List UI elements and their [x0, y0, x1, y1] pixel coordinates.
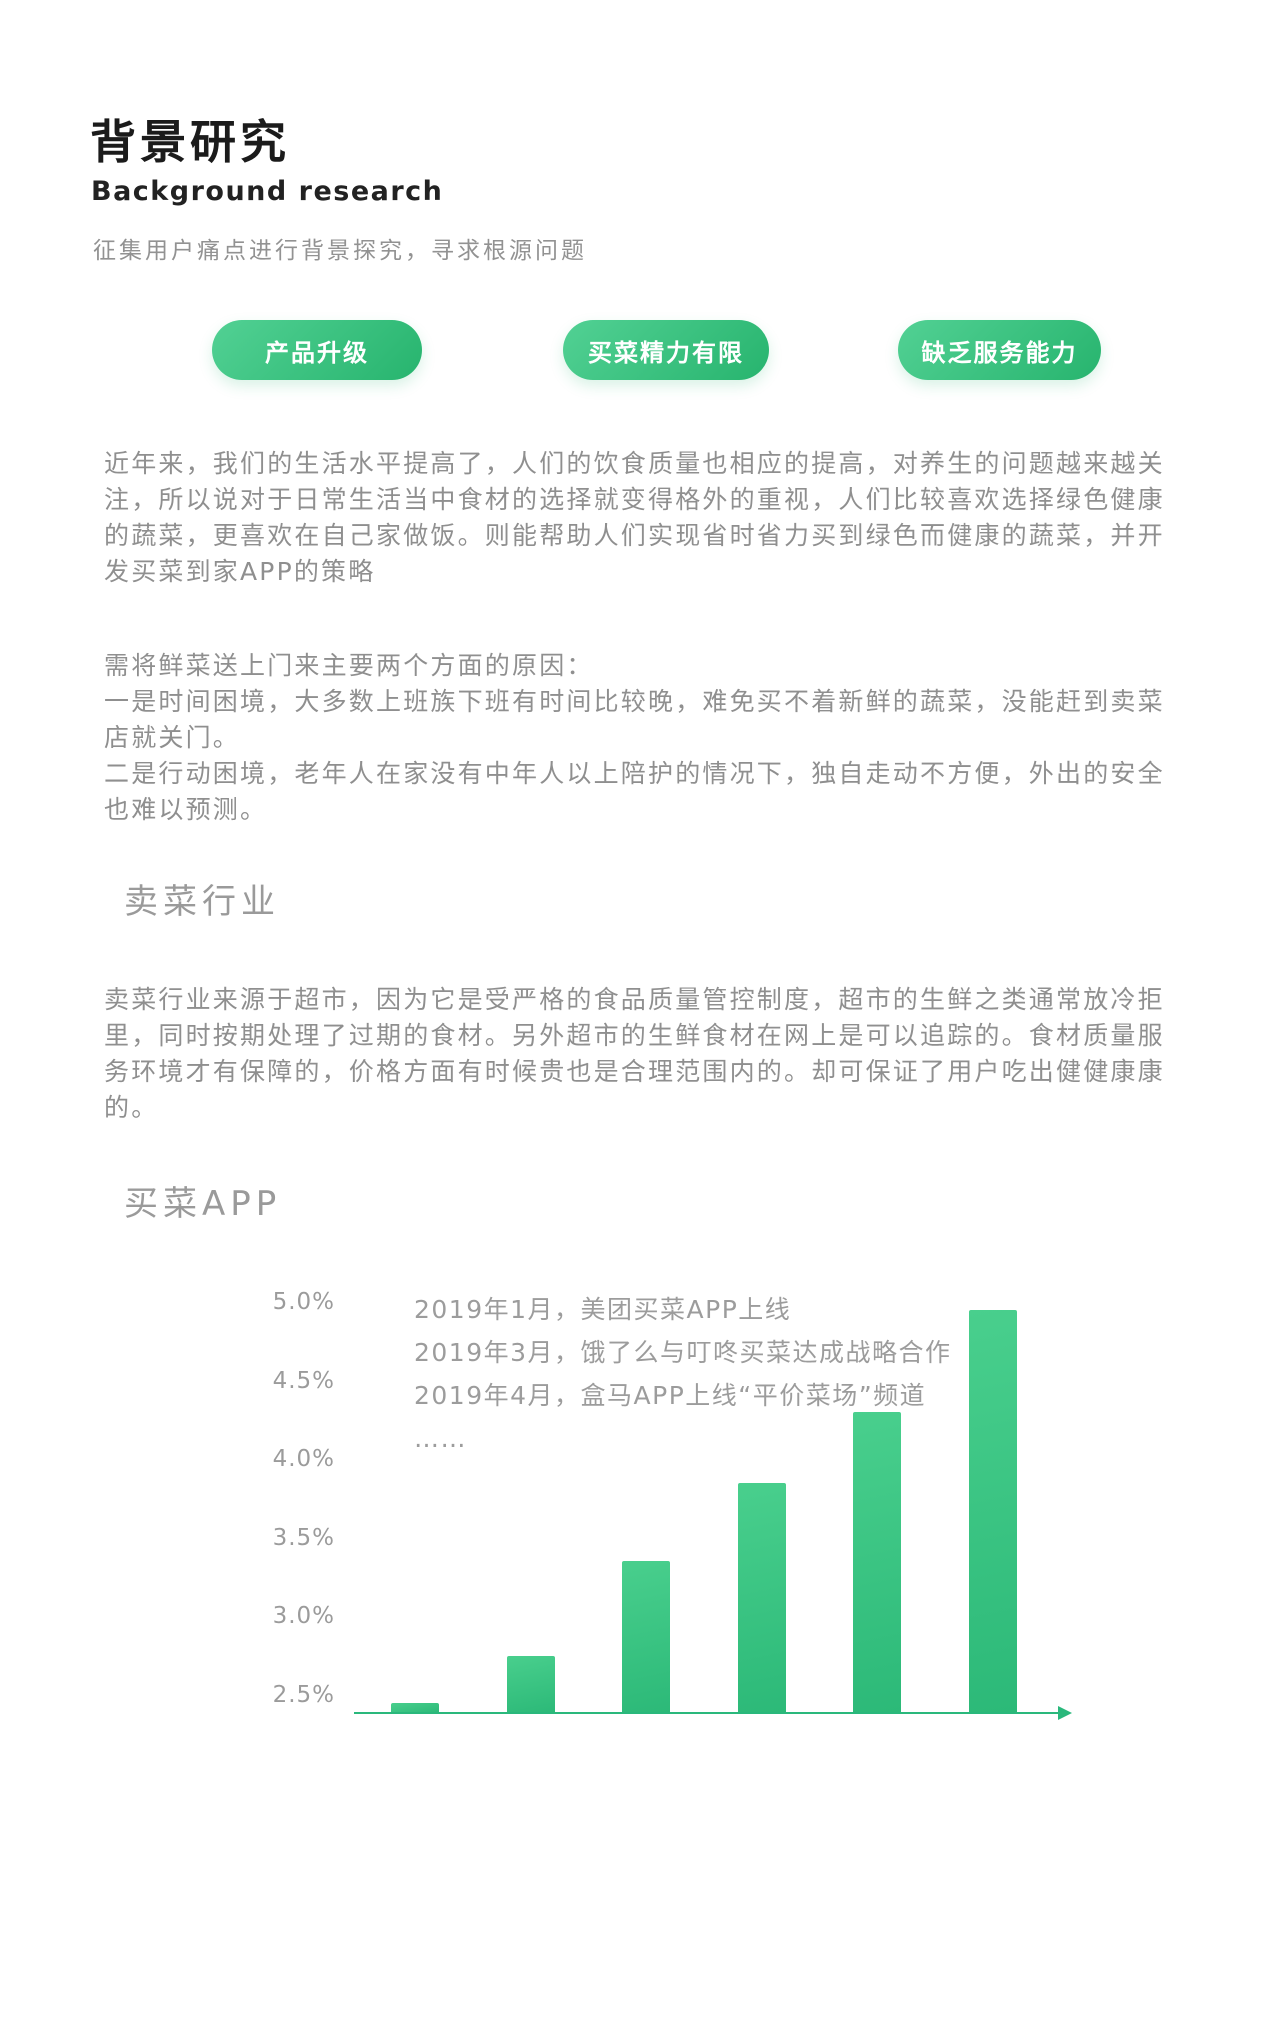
y-tick-label: 2.5% — [272, 1682, 335, 1708]
section-heading-industry: 卖菜行业 — [124, 882, 280, 922]
tag-pill-lack-service[interactable]: 缺乏服务能力 — [898, 320, 1101, 380]
vegetable-app-growth-chart: 5.0% 4.5% 4.0% 3.5% 3.0% 2.5% 2019年1月，美团买菜APP… — [0, 1260, 1280, 1740]
tag-pill-label: 缺乏服务能力 — [921, 338, 1078, 367]
section-heading-app: 买菜APP — [124, 1184, 282, 1224]
annotation-line: …… — [414, 1424, 467, 1453]
tag-pill-product-upgrade[interactable]: 产品升级 — [212, 320, 422, 380]
y-tick-label: 3.5% — [272, 1525, 335, 1551]
page-subtitle: Background research — [91, 176, 444, 207]
y-tick-label: 4.5% — [272, 1368, 335, 1394]
reasons-paragraph: 需将鲜菜送上门来主要两个方面的原因： 一是时间困境，大多数上班族下班有时间比较晚… — [104, 648, 1182, 828]
intro-paragraph: 近年来，我们的生活水平提高了，人们的饮食质量也相应的提高，对养生的问题越来越关注… — [104, 449, 1165, 586]
y-tick-label: 3.0% — [272, 1603, 335, 1629]
industry-paragraph: 卖菜行业来源于超市，因为它是受严格的食品质量管控制度，超市的生鲜之类通常放冷拒里… — [104, 985, 1165, 1122]
bar — [738, 1483, 786, 1713]
bar — [507, 1656, 555, 1713]
bar — [853, 1412, 901, 1713]
reasons-line: 需将鲜菜送上门来主要两个方面的原因： — [104, 651, 594, 680]
annotation-line: 2019年1月，美团买菜APP上线 — [414, 1295, 792, 1324]
annotation-line: 2019年4月，盒马APP上线“平价菜场”频道 — [414, 1381, 927, 1410]
y-tick-label: 4.0% — [272, 1446, 335, 1472]
chart-annotations: 2019年1月，美团买菜APP上线 2019年3月，饿了么与叮咚买菜达成战略合作… — [414, 1288, 952, 1460]
bar — [391, 1703, 439, 1713]
x-axis-arrow-icon — [1058, 1706, 1072, 1720]
x-axis-line — [354, 1712, 1060, 1714]
bar — [969, 1310, 1017, 1713]
reasons-line: 一是时间困境，大多数上班族下班有时间比较晚，难免买不着新鲜的蔬菜，没能赶到卖菜店… — [104, 687, 1165, 752]
tag-pill-label: 买菜精力有限 — [588, 338, 744, 367]
reasons-line: 二是行动困境，老年人在家没有中年人以上陪护的情况下，独自走动不方便，外出的安全也… — [104, 759, 1165, 824]
page-description: 征集用户痛点进行背景探究，寻求根源问题 — [93, 238, 587, 264]
annotation-line: 2019年3月，饿了么与叮咚买菜达成战略合作 — [414, 1338, 952, 1367]
y-tick-label: 5.0% — [272, 1289, 335, 1315]
bar — [622, 1561, 670, 1713]
tag-pill-limited-energy[interactable]: 买菜精力有限 — [563, 320, 769, 380]
tag-pill-label: 产品升级 — [265, 338, 369, 367]
page-title: 背景研究 — [90, 115, 290, 169]
